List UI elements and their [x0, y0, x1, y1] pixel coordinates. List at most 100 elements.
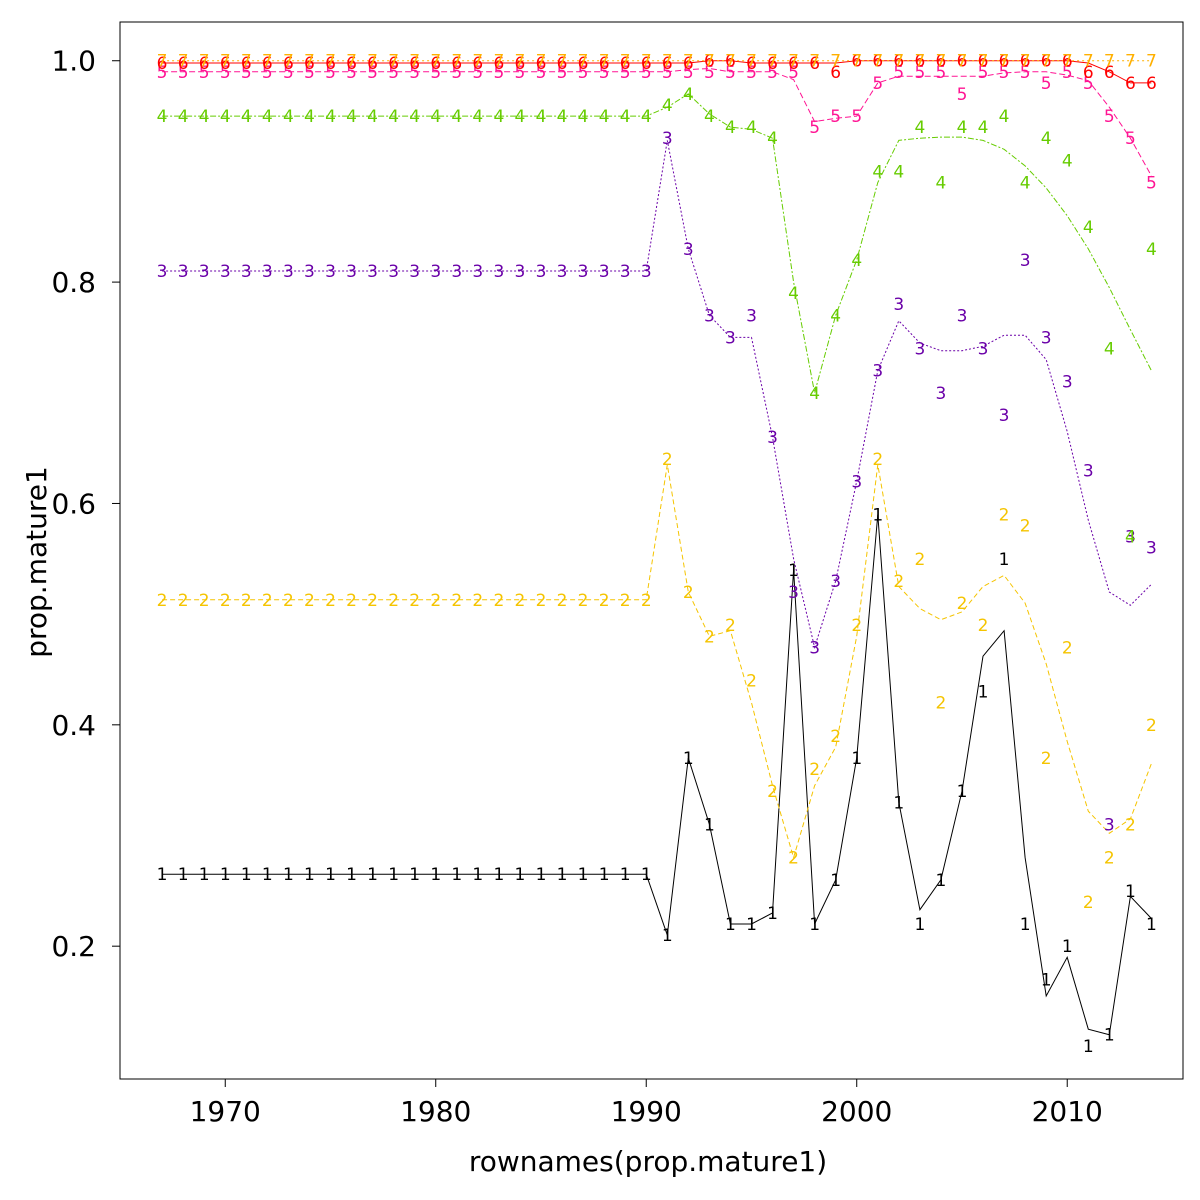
series-7-point: 7 [662, 52, 673, 72]
series-2-point: 2 [241, 591, 252, 611]
series-1-point: 1 [536, 865, 547, 885]
series-4-point: 4 [178, 107, 189, 127]
series-7-point: 7 [1041, 52, 1052, 72]
series-1-point: 1 [893, 793, 904, 813]
series-6-point: 6 [493, 54, 504, 74]
series-6-point: 6 [641, 54, 652, 74]
series-5-point: 5 [430, 63, 441, 83]
series-6-point: 6 [620, 54, 631, 74]
series-5-point: 5 [1104, 107, 1115, 127]
series-5-point: 5 [178, 63, 189, 83]
series-6-point: 6 [578, 54, 589, 74]
series-2-point: 2 [872, 450, 883, 470]
series-5-point: 5 [788, 63, 799, 83]
series-2-point: 2 [767, 782, 778, 802]
series-5-point: 5 [409, 63, 420, 83]
series-1-line [162, 514, 1152, 1036]
series-7-point: 7 [262, 52, 273, 72]
series-5-point: 5 [536, 63, 547, 83]
series-5-point: 5 [472, 63, 483, 83]
series-6-point: 6 [999, 52, 1010, 72]
series-6-point: 6 [367, 54, 378, 74]
series-3-point: 3 [1083, 461, 1094, 481]
series-5-point: 5 [683, 63, 694, 83]
series-2-point: 2 [851, 616, 862, 636]
series-5-point: 5 [599, 63, 610, 83]
series-1-point: 1 [409, 865, 420, 885]
series-6-point: 6 [199, 54, 210, 74]
series-5-point: 5 [893, 63, 904, 83]
series-4-point: 4 [451, 107, 462, 127]
axes: 1970 1980 1990 2000 2010 0.2 0.4 0.6 0.8 1.0 [51, 45, 1102, 1128]
series-7-point: 7 [283, 52, 294, 72]
series-3-point: 3 [178, 262, 189, 282]
series-1-point: 1 [157, 865, 168, 885]
series-4-point: 4 [851, 251, 862, 271]
series-6-point: 6 [536, 54, 547, 74]
series-5-point: 5 [1146, 173, 1157, 193]
series-6-point: 6 [557, 54, 568, 74]
y-tick-label: 1.0 [51, 45, 96, 78]
series-3-point: 3 [788, 583, 799, 603]
series-3-point: 3 [557, 262, 568, 282]
series-2-point: 2 [1041, 749, 1052, 769]
series-4-point: 4 [388, 107, 399, 127]
series-3-line [162, 140, 1152, 650]
series-1-point: 1 [662, 926, 673, 946]
series-5-point: 5 [662, 63, 673, 83]
series-4-point: 4 [515, 107, 526, 127]
series-3-point: 3 [620, 262, 631, 282]
series-4-point: 4 [367, 107, 378, 127]
series-5-line [162, 67, 1152, 177]
series-4-point: 4 [746, 118, 757, 138]
series-3-point: 3 [599, 262, 610, 282]
series-3-point: 3 [199, 262, 210, 282]
series-3-point: 3 [262, 262, 273, 282]
series-5-point: 5 [1041, 74, 1052, 94]
series-1-point: 1 [1104, 1026, 1115, 1046]
series-4-point: 4 [788, 284, 799, 304]
series-5-point: 5 [367, 63, 378, 83]
series-3-point: 3 [536, 262, 547, 282]
series-2-point: 2 [325, 591, 336, 611]
series-2-point: 2 [978, 616, 989, 636]
series-7-point: 7 [620, 52, 631, 72]
series-4-point: 4 [1083, 218, 1094, 238]
series-4-point: 4 [1062, 151, 1073, 171]
series-6-point: 6 [978, 52, 989, 72]
series-2-point: 2 [620, 591, 631, 611]
series-5-point: 5 [957, 85, 968, 105]
series-2-point: 2 [220, 591, 231, 611]
series-2-point: 2 [893, 572, 904, 592]
series-2-point: 2 [788, 849, 799, 869]
series-7-point: 7 [515, 52, 526, 72]
x-tick-label: 2000 [821, 1095, 892, 1128]
series-1-point: 1 [788, 561, 799, 581]
series-6-point: 6 [262, 54, 273, 74]
series-2-point: 2 [1146, 716, 1157, 736]
series-5-point: 5 [388, 63, 399, 83]
y-tick-label: 0.8 [51, 266, 96, 299]
series-4-point: 4 [536, 107, 547, 127]
series-1-point: 1 [809, 915, 820, 935]
series-lines [162, 60, 1152, 1036]
series-2-point: 2 [704, 627, 715, 647]
series-6-point: 6 [893, 52, 904, 72]
series-4-point: 4 [1125, 528, 1136, 548]
series-3-point: 3 [157, 262, 168, 282]
series-6-point: 6 [830, 63, 841, 83]
series-6-point: 6 [220, 54, 231, 74]
series-1-point: 1 [472, 865, 483, 885]
series-7-point: 7 [1104, 52, 1115, 72]
series-5-point: 5 [1083, 74, 1094, 94]
series-4-point: 4 [325, 107, 336, 127]
series-7-point: 7 [683, 52, 694, 72]
series-6-point: 6 [409, 54, 420, 74]
x-tick-label: 2010 [1032, 1095, 1103, 1128]
series-1-point: 1 [599, 865, 610, 885]
series-7-point: 7 [830, 52, 841, 72]
series-6-point: 6 [1125, 74, 1136, 94]
series-1-point: 1 [1041, 970, 1052, 990]
series-1-point: 1 [283, 865, 294, 885]
